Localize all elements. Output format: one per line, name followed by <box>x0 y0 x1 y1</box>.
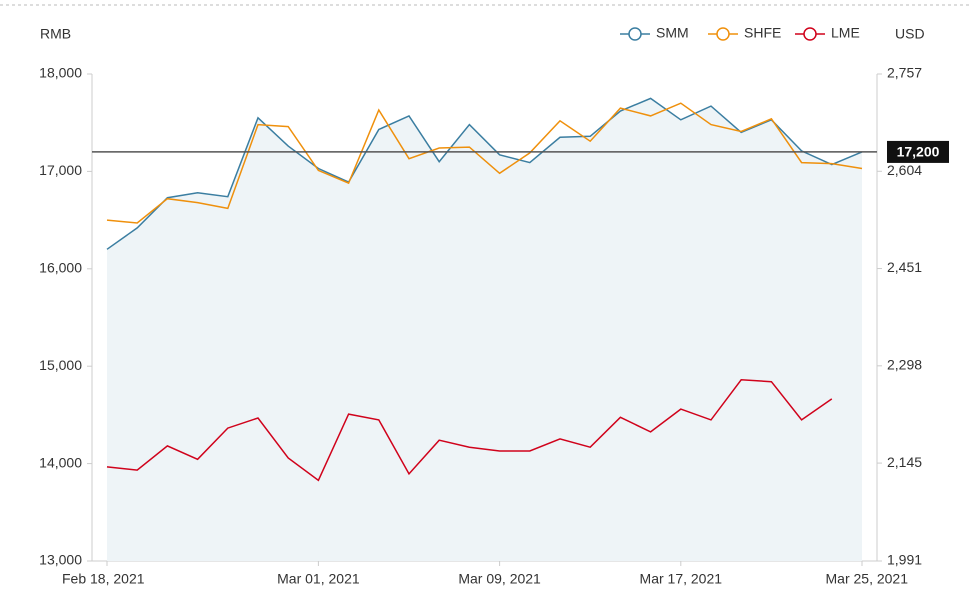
y2-tick-label: 2,298 <box>887 357 922 373</box>
legend-marker <box>803 27 817 41</box>
area <box>107 98 862 562</box>
reference-label-box <box>887 140 949 163</box>
y2-tick-label: 1,991 <box>887 552 922 568</box>
y2-tick-label: 2,451 <box>887 259 922 275</box>
x-tick-label: Mar 09, 2021 <box>458 571 541 587</box>
y-tick-label: 18,000 <box>39 65 82 81</box>
x-tick-label: Mar 01, 2021 <box>277 571 360 587</box>
y-tick-label: 17,000 <box>39 162 82 178</box>
series-line <box>106 97 863 250</box>
legend-marker <box>716 27 730 41</box>
legend-label: LME <box>831 25 860 41</box>
x-tick-label: Feb 18, 2021 <box>62 571 145 587</box>
legend-label: SHFE <box>744 25 781 41</box>
y2-axis-title: USD <box>895 26 925 42</box>
reference-label: 17,200 <box>897 144 940 160</box>
y2-tick-label: 2,757 <box>887 65 922 81</box>
series-line <box>106 102 863 224</box>
series-line <box>106 379 833 482</box>
legend-marker <box>628 27 642 41</box>
y-tick-label: 16,000 <box>39 260 82 276</box>
y-axis-title: RMB <box>40 26 71 42</box>
y2-tick-label: 2,604 <box>887 162 922 178</box>
y-tick-label: 13,000 <box>39 552 82 568</box>
x-tick-label: Mar 17, 2021 <box>640 571 723 587</box>
x-tick-label: Mar 25, 2021 <box>826 571 909 587</box>
y-tick-label: 15,000 <box>39 357 82 373</box>
y2-tick-label: 2,145 <box>887 454 922 470</box>
legend-label: SMM <box>656 25 689 41</box>
y-tick-label: 14,000 <box>39 454 82 470</box>
